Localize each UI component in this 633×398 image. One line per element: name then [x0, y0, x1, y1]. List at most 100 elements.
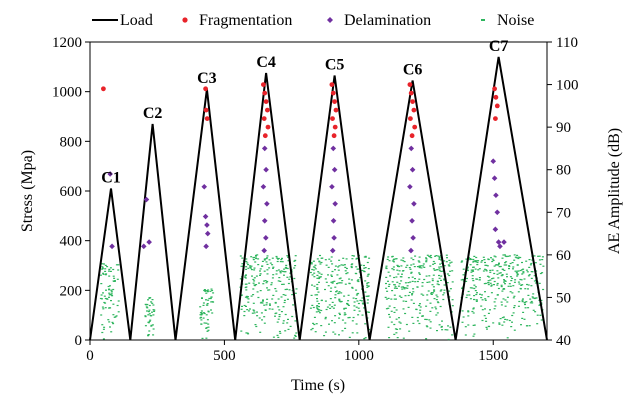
- noise-point: [481, 319, 484, 322]
- delamination-point: [140, 243, 147, 250]
- noise-point: [511, 277, 514, 279]
- noise-point: [496, 282, 499, 285]
- noise-point: [436, 312, 439, 314]
- noise-point: [147, 321, 150, 323]
- noise-point: [496, 294, 499, 296]
- y-left-tick-label: 0: [75, 333, 83, 349]
- noise-point: [246, 297, 249, 299]
- noise-point: [324, 288, 326, 291]
- noise-point: [205, 299, 207, 301]
- noise-point: [449, 326, 452, 328]
- delamination-point: [204, 222, 210, 228]
- noise-point: [439, 263, 442, 265]
- noise-point: [385, 287, 388, 289]
- noise-point: [353, 305, 356, 307]
- noise-point: [491, 269, 494, 271]
- noise-point: [407, 306, 410, 308]
- noise-point: [251, 275, 253, 277]
- noise-point: [319, 254, 321, 257]
- noise-point: [202, 317, 205, 319]
- noise-point: [393, 333, 396, 335]
- delamination-point: [263, 235, 269, 241]
- noise-point: [261, 260, 264, 262]
- noise-point: [354, 272, 357, 274]
- noise-point: [252, 302, 255, 304]
- cycle-label: C3: [197, 70, 217, 87]
- noise-point: [392, 266, 395, 268]
- noise-point: [403, 287, 405, 289]
- noise-point: [491, 260, 494, 263]
- noise-point: [145, 304, 148, 306]
- noise-point: [336, 274, 339, 276]
- noise-point: [414, 278, 416, 280]
- noise-point: [482, 256, 485, 258]
- noise-point: [418, 261, 421, 263]
- noise-point: [416, 280, 419, 283]
- noise-point: [275, 255, 278, 258]
- noise-point: [116, 278, 119, 280]
- noise-point: [504, 283, 506, 285]
- noise-point: [526, 325, 529, 327]
- noise-point: [249, 265, 252, 267]
- noise-point: [525, 260, 528, 262]
- noise-point: [337, 292, 340, 295]
- noise-point: [500, 304, 503, 306]
- noise-point: [400, 296, 403, 298]
- noise-point: [441, 320, 443, 322]
- noise-point: [469, 287, 472, 289]
- noise-point: [206, 303, 209, 305]
- noise-point: [356, 293, 359, 295]
- noise-point: [147, 311, 150, 313]
- noise-point: [272, 266, 275, 268]
- noise-point: [271, 298, 274, 300]
- noise-point: [351, 332, 354, 334]
- noise-point: [150, 325, 153, 327]
- delamination-point: [203, 243, 209, 250]
- noise-point: [285, 266, 288, 268]
- noise-point: [476, 292, 478, 294]
- noise-point: [255, 325, 258, 328]
- noise-point: [245, 332, 248, 334]
- noise-point: [440, 266, 443, 268]
- noise-point: [503, 288, 506, 290]
- noise-point: [250, 269, 253, 271]
- noise-point: [524, 307, 527, 309]
- noise-point: [363, 264, 365, 267]
- noise-point: [531, 302, 534, 304]
- noise-point: [266, 257, 269, 259]
- noise-point: [520, 284, 523, 286]
- noise-point: [200, 319, 203, 321]
- noise-point: [309, 307, 312, 309]
- noise-point: [512, 268, 514, 270]
- noise-point: [467, 266, 469, 268]
- noise-point: [471, 310, 474, 313]
- delamination-point: [494, 209, 501, 216]
- noise-point: [395, 318, 398, 320]
- noise-point: [508, 255, 511, 257]
- noise-point: [294, 255, 297, 257]
- noise-point: [472, 324, 475, 326]
- noise-point: [355, 289, 358, 291]
- noise-point: [345, 267, 348, 270]
- noise-point: [207, 289, 210, 291]
- noise-point: [393, 311, 396, 313]
- noise-point: [272, 294, 275, 296]
- noise-point: [445, 261, 448, 263]
- noise-point: [465, 296, 468, 299]
- noise-point: [265, 304, 268, 306]
- noise-point: [433, 289, 436, 291]
- noise-point: [263, 259, 266, 261]
- noise-point: [505, 273, 508, 275]
- legend-label: Load: [120, 12, 153, 29]
- noise-point: [539, 314, 542, 316]
- noise-point: [318, 281, 320, 283]
- noise-point: [509, 291, 512, 293]
- noise-point: [404, 312, 407, 315]
- noise-point: [540, 319, 543, 321]
- delamination-point: [204, 230, 211, 237]
- noise-point: [513, 254, 516, 256]
- noise-point: [400, 280, 403, 282]
- x-axis-title: Time (s): [291, 377, 345, 394]
- noise-point: [439, 290, 442, 292]
- noise-point: [252, 259, 255, 261]
